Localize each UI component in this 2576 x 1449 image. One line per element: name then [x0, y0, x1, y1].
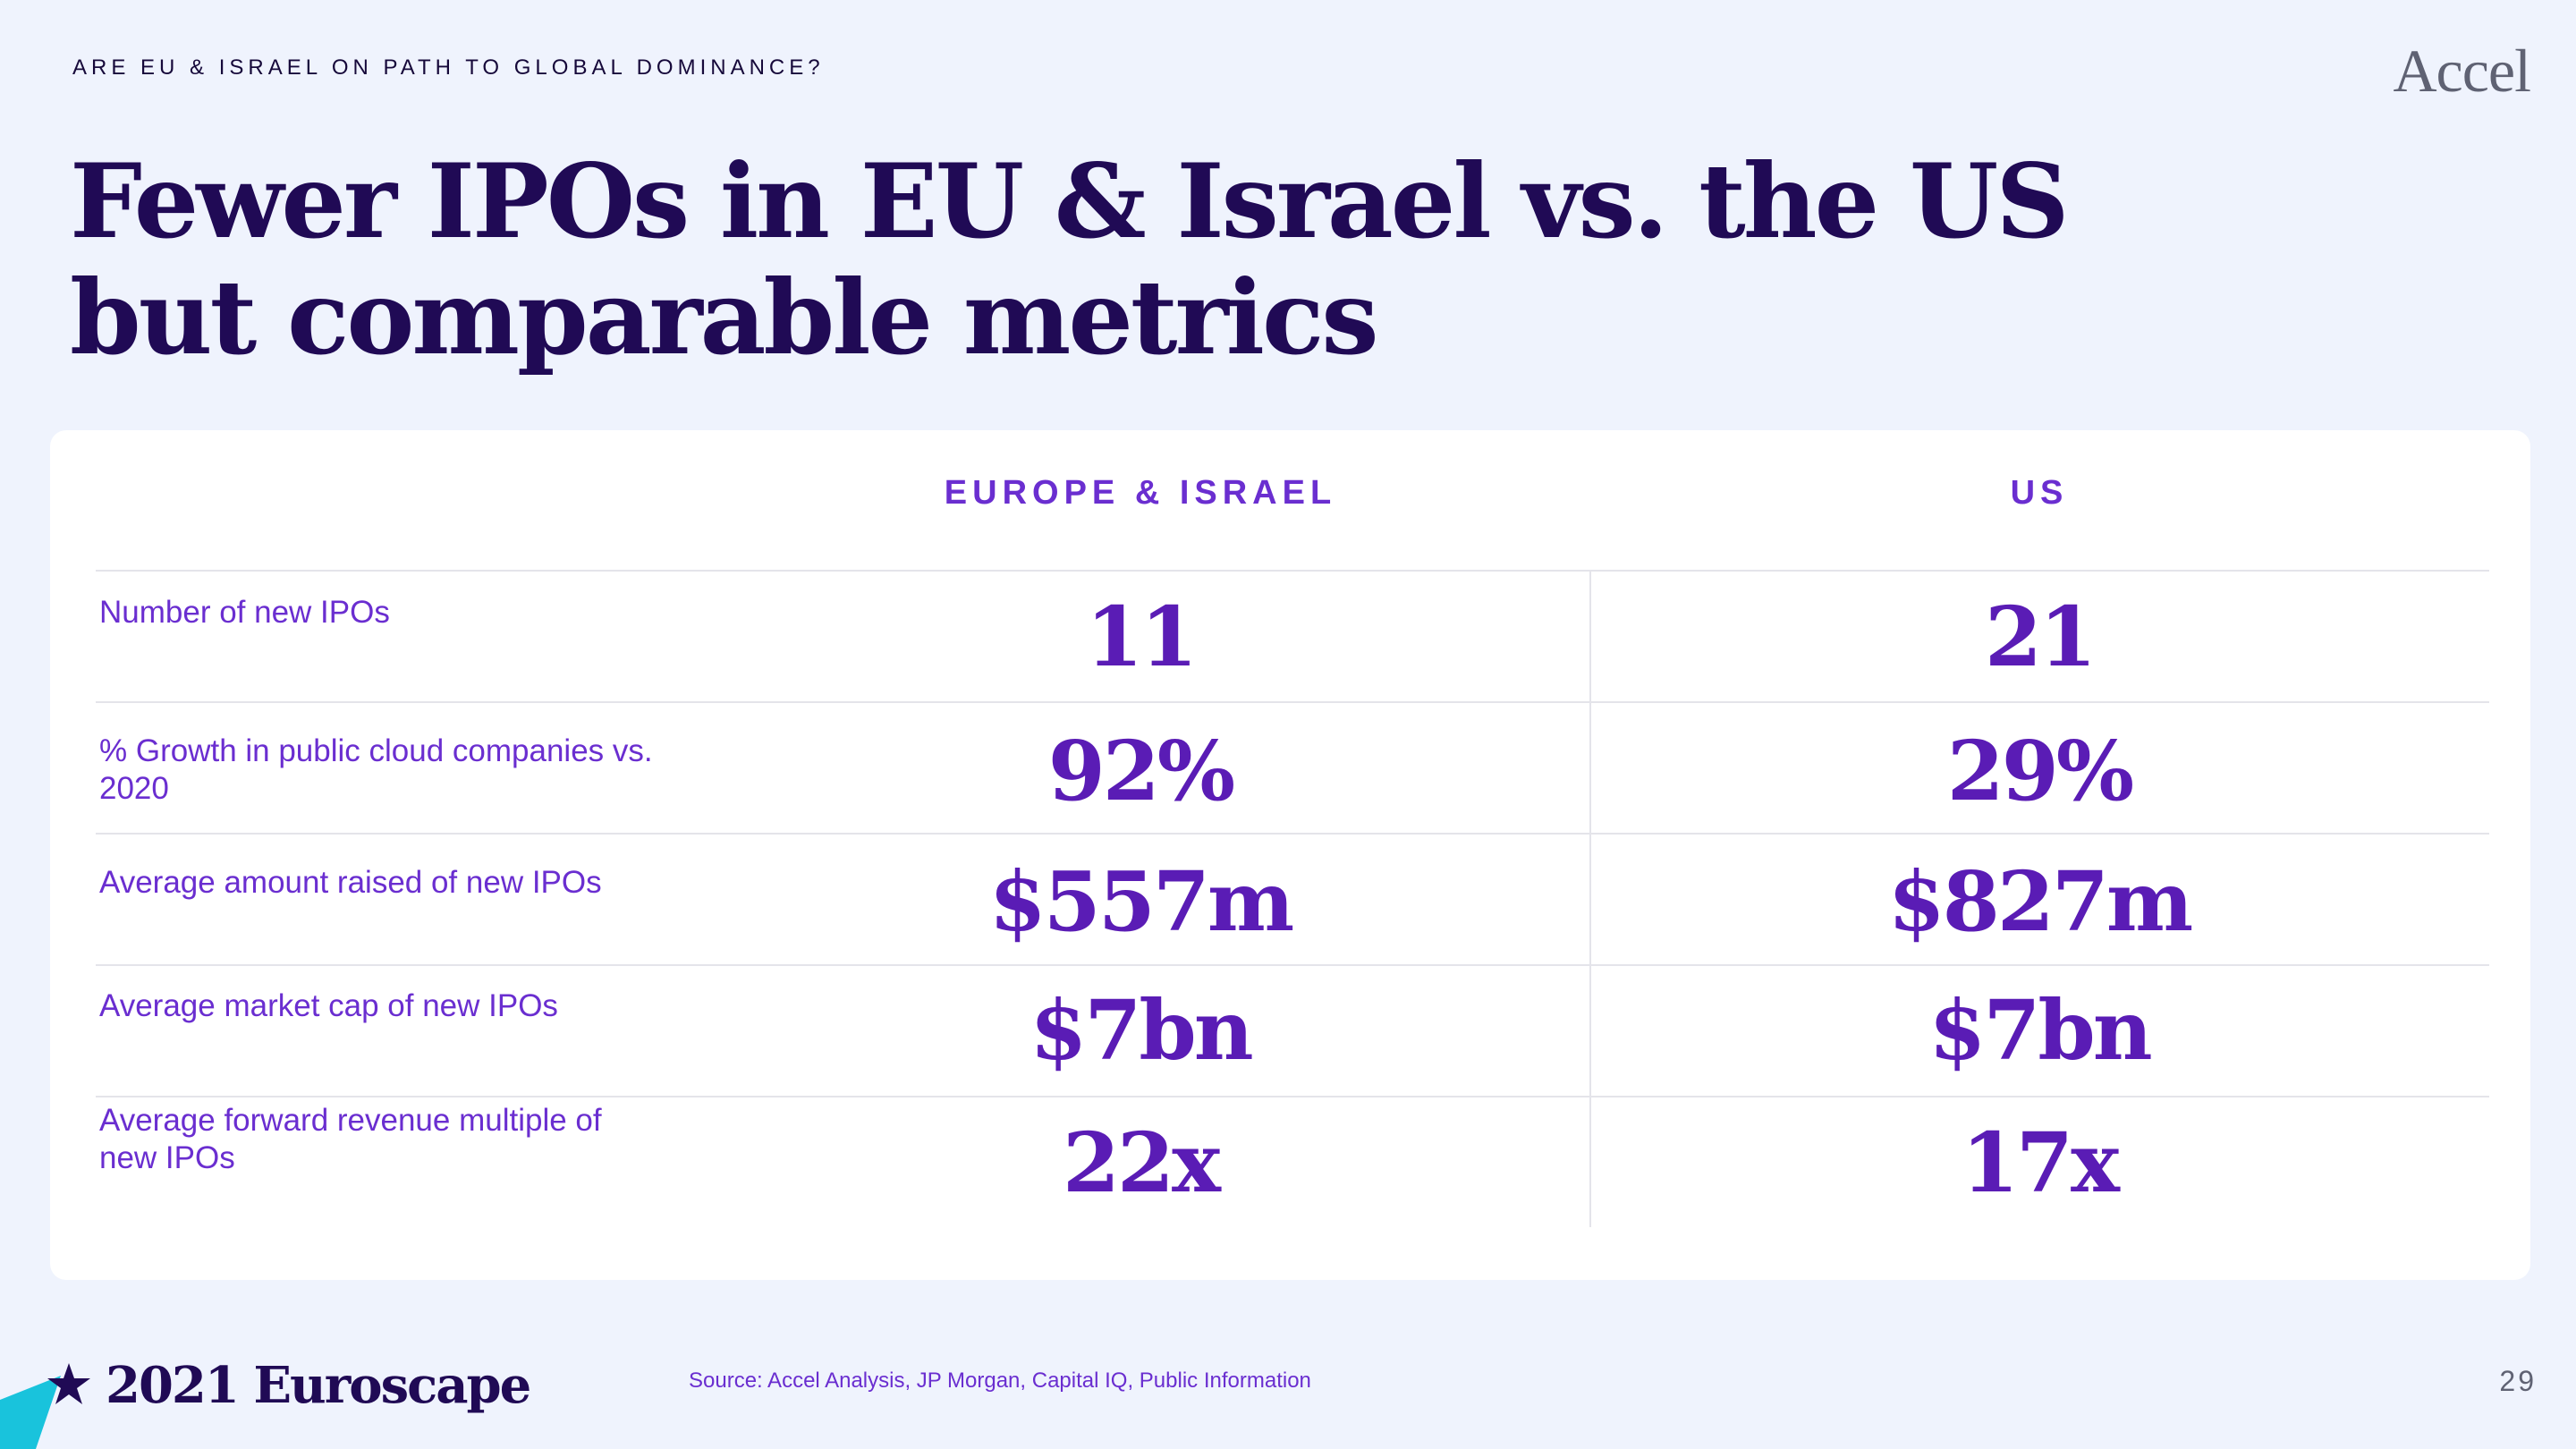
- row-label: Average amount raised of new IPOs: [99, 865, 602, 900]
- row-label: Number of new IPOs: [99, 595, 390, 630]
- value-europe-israel: 92%: [1047, 723, 1235, 819]
- star-icon: [47, 1363, 90, 1404]
- value-us: $827m: [1887, 853, 2193, 950]
- value-us: 29%: [1946, 723, 2134, 819]
- value-europe-israel: 22x: [1063, 1114, 1221, 1211]
- column-divider: [1589, 572, 1591, 1227]
- page-number: 29: [2499, 1365, 2537, 1397]
- row-divider: [96, 1096, 2489, 1097]
- cyan-streak-graphic: [0, 1376, 61, 1449]
- row-label: Average market cap of new IPOs: [99, 988, 558, 1023]
- slide-title: Fewer IPOs in EU & Israel vs. the US but…: [70, 141, 2070, 377]
- column-header-us: US: [2010, 474, 2069, 512]
- accel-logo: Accel: [2393, 37, 2531, 105]
- row-divider: [96, 570, 2489, 572]
- report-brand: 2021 Euroscape: [106, 1356, 531, 1415]
- row-label: % Growth in public cloud companies vs. 2…: [99, 733, 653, 806]
- row-divider: [96, 964, 2489, 966]
- column-header-europe-israel: EUROPE & ISRAEL: [944, 474, 1337, 512]
- value-europe-israel: $7bn: [1030, 982, 1253, 1079]
- value-europe-israel: 11: [1085, 589, 1198, 685]
- value-us: 17x: [1962, 1114, 2120, 1211]
- row-label: Average forward revenue multiple of new …: [99, 1103, 602, 1175]
- row-divider: [96, 701, 2489, 703]
- slide-kicker: ARE EU & ISRAEL ON PATH TO GLOBAL DOMINA…: [72, 55, 825, 80]
- value-europe-israel: $557m: [988, 853, 1294, 950]
- value-us: $7bn: [1928, 982, 2152, 1079]
- row-divider: [96, 833, 2489, 835]
- source-note: Source: Accel Analysis, JP Morgan, Capit…: [689, 1368, 1311, 1393]
- value-us: 21: [1984, 589, 2097, 685]
- comparison-card: [50, 430, 2530, 1280]
